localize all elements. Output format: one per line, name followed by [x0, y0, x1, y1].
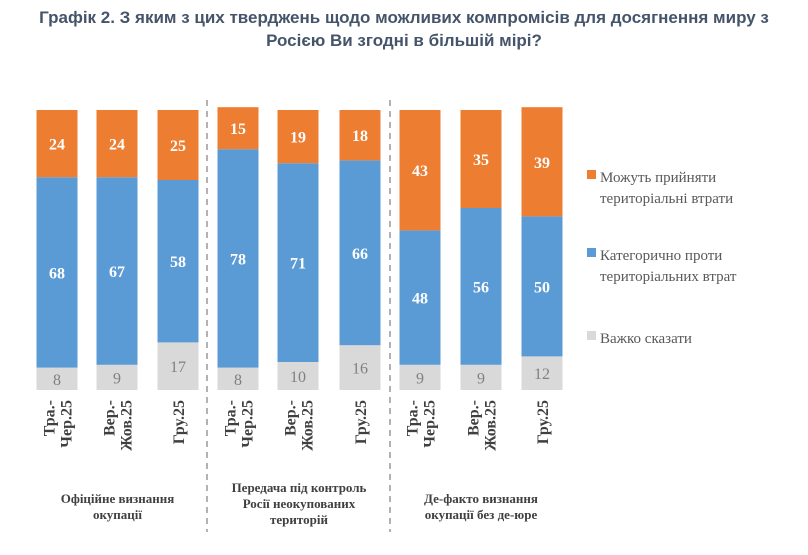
bar-segment — [521, 107, 563, 217]
data-label: 39 — [534, 155, 550, 172]
category-label: Жов.25 — [119, 400, 136, 451]
data-label: 9 — [416, 370, 424, 387]
data-label: 25 — [170, 138, 186, 155]
data-label: 50 — [534, 279, 550, 296]
bar-segment — [277, 163, 319, 362]
data-label: 35 — [473, 152, 489, 169]
data-label: 24 — [109, 137, 125, 154]
legend-label: територіальних втрат — [600, 269, 737, 285]
category-label: Гру.25 — [171, 400, 188, 444]
data-label: 43 — [412, 163, 428, 180]
bar-segment — [521, 216, 563, 357]
group-label: Офіційне визнання — [61, 491, 175, 506]
category-label: Чер.25 — [422, 400, 439, 448]
bar-segment — [96, 364, 138, 390]
category-label: Чер.25 — [59, 400, 76, 448]
bar-segment — [277, 110, 319, 164]
bar-segment — [399, 110, 441, 231]
bar-segment — [460, 364, 502, 390]
group-label: Передача під контроль — [232, 480, 367, 495]
bar-segment — [339, 160, 381, 346]
group-label: Де-факто визнання — [424, 491, 538, 506]
data-label: 18 — [352, 128, 368, 145]
data-label: 16 — [352, 361, 368, 378]
category-label: Тра.- — [405, 400, 422, 436]
data-label: 66 — [352, 246, 368, 263]
chart-title-line2: Росією Ви згодні в більшій мірі? — [266, 31, 542, 50]
group-label: окупації — [93, 507, 142, 522]
legend-label: територіальні втрати — [600, 191, 733, 207]
group-label: окупації без де-юре — [425, 507, 538, 522]
category-label: Чер.25 — [240, 400, 257, 448]
data-label: 19 — [290, 130, 306, 147]
category-label: Гру.25 — [535, 400, 552, 444]
data-label: 24 — [49, 137, 65, 154]
bar-segment — [521, 356, 563, 390]
data-label: 48 — [412, 291, 428, 308]
bar-segment — [157, 180, 199, 343]
bar-segment — [96, 177, 138, 365]
group-label: територій — [270, 512, 328, 527]
data-label: 56 — [473, 279, 489, 296]
category-label: Тра.- — [223, 400, 240, 436]
bar-segment — [399, 230, 441, 365]
bar-segment — [36, 367, 78, 390]
legend-label: Важко сказати — [600, 331, 692, 347]
bar-segment — [36, 177, 78, 368]
legend-label: Категорично проти — [600, 248, 722, 264]
bar-segment — [399, 364, 441, 390]
data-label: 10 — [290, 369, 306, 386]
data-label: 12 — [534, 366, 550, 383]
legend-swatch — [587, 248, 596, 257]
category-label: Жов.25 — [300, 400, 317, 451]
bar-segment — [36, 110, 78, 178]
category-label: Вер.- — [283, 400, 300, 436]
bar-segment — [460, 110, 502, 208]
bar-segment — [339, 110, 381, 161]
data-label: 9 — [477, 370, 485, 387]
data-label: 15 — [230, 121, 246, 138]
category-label: Вер.- — [466, 400, 483, 436]
data-label: 58 — [170, 254, 186, 271]
category-label: Вер.- — [102, 400, 119, 436]
data-label: 8 — [53, 372, 61, 389]
legend-swatch — [587, 170, 596, 179]
legend-swatch — [587, 331, 596, 340]
bar-segment — [217, 367, 259, 390]
chart-title: Графік 2. З яким з цих тверджень щодо мо… — [0, 6, 808, 52]
data-label: 17 — [170, 359, 186, 376]
category-label: Тра.- — [42, 400, 59, 436]
data-label: 78 — [230, 251, 246, 268]
bar-segment — [277, 362, 319, 390]
legend-label: Можуть прийняти — [600, 170, 716, 186]
data-label: 67 — [109, 264, 125, 281]
data-label: 8 — [234, 372, 242, 389]
data-label: 68 — [49, 265, 65, 282]
bar-segment — [217, 107, 259, 150]
bar-segment — [157, 110, 199, 180]
bar-segment — [339, 345, 381, 390]
bar-segment — [157, 342, 199, 390]
category-label: Гру.25 — [353, 400, 370, 444]
chart-title-line1: Графік 2. З яким з цих тверджень щодо мо… — [39, 8, 769, 27]
category-label: Жов.25 — [483, 400, 500, 451]
data-label: 9 — [113, 370, 121, 387]
data-label: 71 — [290, 256, 306, 273]
bar-segment — [217, 149, 259, 368]
group-label: Росії неокупованих — [243, 496, 356, 511]
bar-segment — [460, 208, 502, 365]
bar-segment — [96, 110, 138, 178]
